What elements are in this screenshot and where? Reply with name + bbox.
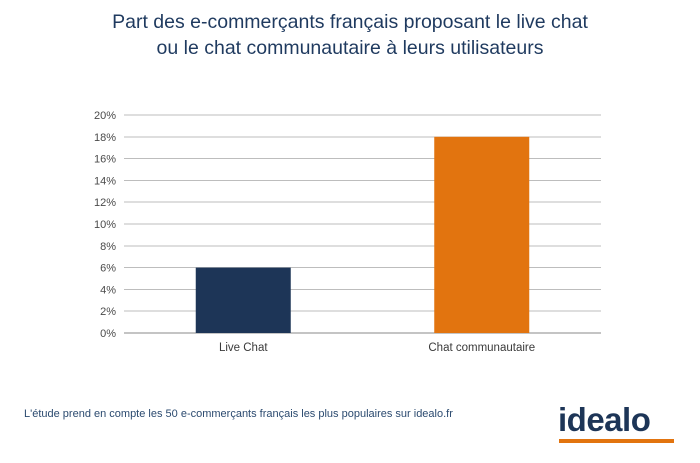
bar-chat-communautaire (434, 136, 530, 333)
y-axis-tick-labels: 0% 2% 4% 6% 8% 10% 12% 14% 16% 18% 20% (94, 110, 116, 340)
footnote: L'étude prend en compte les 50 e-commerç… (24, 408, 453, 420)
x-category-label: Live Chat (219, 342, 268, 354)
x-category-label: Chat communautaire (428, 342, 535, 354)
idealo-logo: idealo (558, 403, 688, 445)
bar-live-chat (195, 267, 291, 333)
y-tick-label: 4% (100, 284, 116, 296)
chart-title-line-1: Part des e-commerçants français proposan… (112, 11, 588, 33)
y-tick-label: 10% (94, 219, 116, 231)
y-tick-label: 12% (94, 197, 116, 209)
y-tick-label: 0% (100, 328, 116, 340)
y-tick-label: 16% (94, 154, 116, 166)
y-tick-label: 14% (94, 175, 116, 187)
gridlines (124, 114, 601, 334)
logo-wordmark: idealo (558, 401, 651, 438)
x-axis-category-labels: Live Chat Chat communautaire (219, 342, 535, 354)
chart-title-line-2: ou le chat communautaire à leurs utilisa… (156, 37, 544, 59)
y-tick-label: 6% (100, 263, 116, 275)
bars (195, 136, 530, 333)
y-tick-label: 18% (94, 132, 116, 144)
chart-title: Part des e-commerçants français proposan… (0, 9, 700, 61)
y-tick-label: 2% (100, 306, 116, 318)
y-tick-label: 20% (94, 110, 116, 122)
logo-underline (559, 439, 674, 443)
y-tick-label: 8% (100, 241, 116, 253)
